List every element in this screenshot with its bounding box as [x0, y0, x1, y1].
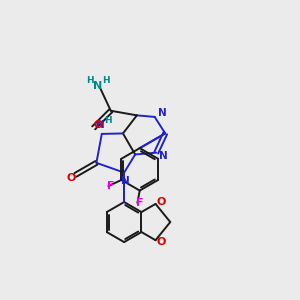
- Text: F: F: [136, 198, 143, 208]
- Text: N: N: [93, 81, 102, 91]
- Text: O: O: [157, 197, 166, 207]
- Text: O: O: [66, 172, 76, 183]
- Text: N: N: [96, 119, 105, 130]
- Text: F: F: [107, 181, 114, 191]
- Text: N: N: [159, 151, 168, 161]
- Text: O: O: [93, 120, 103, 130]
- Text: H: H: [104, 116, 112, 125]
- Text: N: N: [158, 108, 167, 118]
- Text: O: O: [157, 237, 166, 247]
- Text: H: H: [102, 76, 110, 85]
- Text: H: H: [86, 76, 94, 85]
- Text: N: N: [121, 176, 130, 186]
